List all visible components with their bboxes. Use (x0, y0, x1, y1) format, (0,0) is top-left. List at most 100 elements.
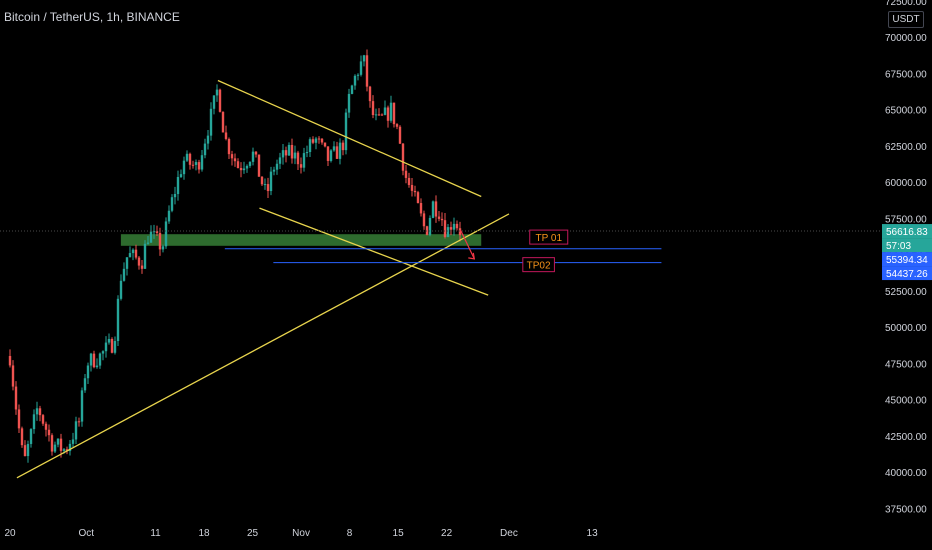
x-tick-label: 11 (150, 528, 161, 539)
candle-body (356, 74, 360, 76)
candle-body (167, 210, 171, 222)
candle-body (443, 220, 447, 237)
candle-body (281, 150, 285, 158)
candle-body (245, 165, 249, 169)
candle-body (242, 168, 246, 171)
candle-body (362, 55, 366, 62)
candle-body (398, 126, 402, 144)
y-tick-label: 50000.00 (885, 323, 927, 334)
candle-body (248, 161, 252, 166)
candle-body (128, 253, 132, 258)
y-tick-label: 57500.00 (885, 214, 927, 225)
trendline (16, 213, 510, 479)
candle-body (359, 61, 363, 75)
currency-button[interactable]: USDT (888, 11, 924, 28)
candle-body (14, 386, 18, 410)
candle-body (305, 152, 309, 154)
candle-body (332, 146, 336, 151)
candle-body (158, 232, 162, 250)
candle-body (74, 421, 78, 440)
candle-body (122, 268, 126, 281)
y-tick-label: 52500.00 (885, 287, 927, 298)
candle-body (20, 428, 24, 446)
candle-body (146, 242, 150, 244)
candle-body (257, 154, 261, 177)
x-tick-label: 13 (587, 528, 599, 539)
candle-body (431, 201, 435, 218)
trendline (217, 79, 482, 198)
candle-body (449, 227, 453, 230)
price-label: 56616.83 (886, 227, 928, 238)
candle-body (458, 228, 462, 236)
candle-body (152, 231, 156, 233)
projection-arrow-head (468, 252, 476, 260)
candle-body (65, 449, 69, 452)
y-tick-label: 40000.00 (885, 468, 927, 479)
annotation-label: TP02 (527, 261, 551, 272)
candle-body (8, 356, 12, 366)
candle-body (410, 184, 414, 191)
price-label-box (882, 238, 932, 253)
candle-body (110, 338, 114, 353)
candle-body (41, 415, 45, 424)
candle-body (140, 265, 144, 269)
candle-body (260, 176, 264, 185)
candle-body (23, 445, 27, 457)
candle-body (227, 138, 231, 155)
candle-body (134, 249, 138, 258)
candle-body (446, 227, 450, 237)
candle-body (320, 138, 324, 143)
candle-body (311, 139, 315, 143)
candle-body (56, 438, 60, 445)
candle-body (188, 153, 192, 165)
candle-body (176, 176, 180, 195)
y-tick-label: 37500.00 (885, 504, 927, 515)
candle-body (32, 414, 36, 430)
candle-body (59, 438, 63, 451)
candle-body (50, 435, 54, 452)
annotation-box (529, 229, 569, 245)
candle-body (308, 139, 312, 153)
candle-body (77, 421, 81, 423)
annotation-label: TP 01 (536, 233, 563, 244)
x-tick-label: Dec (500, 528, 518, 539)
candle-body (425, 226, 429, 235)
candle-body (80, 390, 84, 422)
candle-body (116, 298, 120, 342)
candle-body (371, 101, 375, 116)
annotation-box (522, 257, 555, 273)
candle-body (221, 111, 225, 133)
candle-body (104, 342, 108, 352)
candle-body (419, 203, 423, 214)
candle-body (200, 155, 204, 170)
candle-body (401, 143, 405, 171)
y-tick-label: 65000.00 (885, 106, 927, 117)
candle-body (329, 150, 333, 161)
candle-body (347, 93, 351, 113)
candle-body (422, 213, 426, 227)
candle-body (11, 365, 15, 387)
candle-body (299, 164, 303, 168)
candle-body (185, 153, 189, 161)
candle-body (284, 150, 288, 156)
candle-body (353, 75, 357, 86)
candle-body (392, 102, 396, 125)
candle-body (350, 85, 354, 94)
candle-body (455, 223, 459, 229)
candle-body (377, 114, 381, 116)
candle-body (383, 107, 387, 115)
x-tick-label: 22 (441, 528, 453, 539)
candle-body (182, 160, 186, 175)
candle-body (323, 142, 327, 147)
candle-body (68, 443, 72, 452)
candle-body (239, 168, 243, 171)
y-tick-label: 45000.00 (885, 396, 927, 407)
chart-title: Bitcoin / TetherUS, 1h, BINANCE (4, 10, 180, 24)
candle-body (224, 132, 228, 139)
price-label-box (882, 224, 932, 239)
candle-body (263, 184, 267, 186)
candle-body (215, 89, 219, 96)
y-tick-label: 70000.00 (885, 33, 927, 44)
